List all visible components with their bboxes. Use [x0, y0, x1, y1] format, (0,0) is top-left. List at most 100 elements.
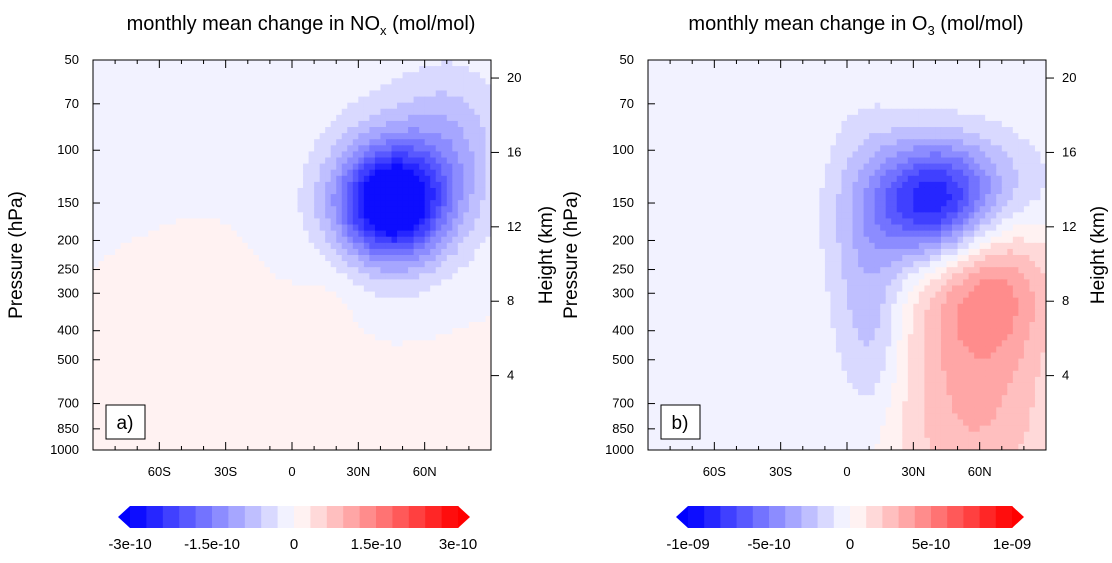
field-cell [392, 395, 398, 402]
field-cell [430, 78, 436, 85]
field-cell [353, 176, 359, 183]
field-cell [369, 145, 375, 152]
field-cell [143, 395, 149, 402]
field-cell [187, 97, 193, 104]
field-cell [181, 66, 187, 73]
field-cell [154, 84, 160, 91]
field-cell [170, 109, 176, 116]
colorbar-segment [310, 506, 327, 528]
field-cell [132, 267, 138, 274]
field-cell [342, 237, 348, 244]
field-cell [408, 383, 414, 390]
field-cell [165, 97, 171, 104]
field-cell [198, 243, 204, 250]
field-cell [148, 432, 154, 439]
y-tick-label: 50 [65, 52, 79, 67]
field-cell [403, 145, 409, 152]
field-cell [414, 401, 420, 408]
field-cell [358, 194, 364, 201]
field-cell [264, 66, 270, 73]
field-cell [110, 340, 116, 347]
field-cell [397, 194, 403, 201]
field-cell [447, 84, 453, 91]
field-cell [364, 334, 370, 341]
field-cell [480, 346, 486, 353]
field-cell [392, 285, 398, 292]
field-cell [121, 389, 127, 396]
field-cell [121, 182, 127, 189]
field-cell [480, 365, 486, 372]
field-cell [193, 139, 199, 146]
field-cell [375, 72, 381, 79]
field-cell [170, 298, 176, 305]
field-cell [181, 249, 187, 256]
field-cell [248, 407, 254, 414]
field-cell [447, 243, 453, 250]
field-cell [159, 249, 165, 256]
field-cell [115, 188, 121, 195]
field-cell [386, 407, 392, 414]
field-cell [242, 304, 248, 311]
field-cell [215, 279, 221, 286]
colorbar-min-arrow [118, 506, 130, 528]
field-cell [414, 182, 420, 189]
field-cell [110, 72, 116, 79]
field-cell [281, 322, 287, 329]
field-cell [264, 139, 270, 146]
field-cell [93, 164, 99, 171]
field-cell [93, 432, 99, 439]
field-cell [436, 158, 442, 165]
y2-tick-label: 8 [507, 293, 514, 308]
field-cell [375, 279, 381, 286]
field-cell [331, 377, 337, 384]
field-cell [170, 420, 176, 427]
field-cell [452, 407, 458, 414]
field-cell [121, 127, 127, 134]
field-cell [220, 133, 226, 140]
field-cell [375, 115, 381, 122]
field-cell [115, 194, 121, 201]
field-cell [336, 158, 342, 165]
field-cell [110, 170, 116, 177]
field-cell [154, 383, 160, 390]
field-cell [425, 285, 431, 292]
field-cell [181, 139, 187, 146]
field-cell [353, 170, 359, 177]
field-cell [176, 121, 182, 128]
field-cell [93, 127, 99, 134]
field-cell [814, 78, 820, 85]
field-cell [215, 261, 221, 268]
field-cell [104, 359, 110, 366]
field-cell [369, 340, 375, 347]
field-cell [303, 237, 309, 244]
field-cell [397, 273, 403, 280]
field-cell [336, 255, 342, 262]
field-cell [825, 72, 831, 79]
field-cell [474, 353, 480, 360]
field-cell [325, 115, 331, 122]
field-cell [353, 249, 359, 256]
field-cell [292, 334, 298, 341]
field-cell [309, 194, 315, 201]
field-cell [121, 84, 127, 91]
field-cell [226, 346, 232, 353]
field-cell [159, 139, 165, 146]
field-cell [430, 420, 436, 427]
field-cell [121, 72, 127, 79]
field-cell [115, 103, 121, 110]
field-cell [358, 84, 364, 91]
field-cell [408, 200, 414, 207]
field-cell [386, 194, 392, 201]
field-cell [480, 261, 486, 268]
field-cell [325, 237, 331, 244]
field-cell [364, 66, 370, 73]
field-cell [226, 218, 232, 225]
field-cell [132, 353, 138, 360]
field-cell [314, 145, 320, 152]
field-cell [463, 365, 469, 372]
field-cell [441, 298, 447, 305]
field-cell [469, 139, 475, 146]
field-cell [286, 401, 292, 408]
field-cell [193, 182, 199, 189]
field-cell [281, 206, 287, 213]
